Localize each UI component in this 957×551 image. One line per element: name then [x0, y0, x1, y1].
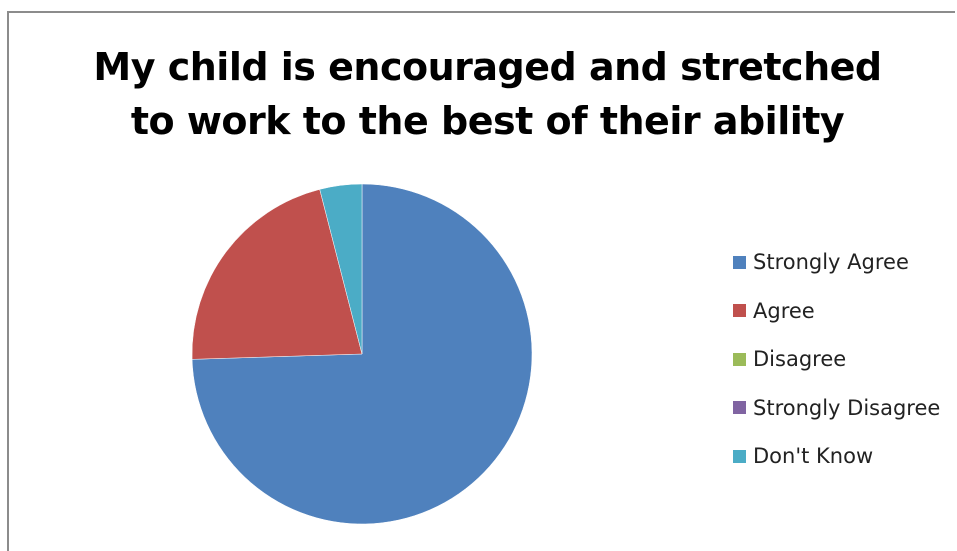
legend-item-agree: Agree — [733, 287, 940, 336]
legend-label-dont-know: Don't Know — [753, 444, 874, 469]
legend-label-disagree: Disagree — [753, 347, 847, 372]
legend-item-disagree: Disagree — [733, 335, 940, 384]
legend-item-strongly-disagree: Strongly Disagree — [733, 384, 940, 433]
chart-title: My child is encouraged and stretched to … — [40, 40, 935, 148]
chart-legend: Strongly Agree Agree Disagree Strongly D… — [733, 238, 940, 481]
legend-swatch-strongly-agree — [733, 255, 746, 269]
legend-item-strongly-agree: Strongly Agree — [733, 238, 940, 287]
legend-label-strongly-disagree: Strongly Disagree — [753, 395, 941, 420]
chart-title-line-2: to work to the best of their ability — [130, 99, 845, 143]
legend-label-agree: Agree — [753, 298, 815, 323]
pie-slice-agree — [191, 189, 363, 360]
legend-swatch-agree — [733, 304, 746, 318]
legend-swatch-disagree — [733, 352, 746, 366]
legend-item-dont-know: Don't Know — [733, 432, 940, 481]
legend-swatch-dont-know — [733, 449, 746, 463]
chart-title-line-1: My child is encouraged and stretched — [93, 45, 882, 89]
legend-label-strongly-agree: Strongly Agree — [753, 250, 909, 275]
pie-slice-dont-know — [319, 183, 363, 355]
legend-swatch-strongly-disagree — [733, 401, 746, 415]
